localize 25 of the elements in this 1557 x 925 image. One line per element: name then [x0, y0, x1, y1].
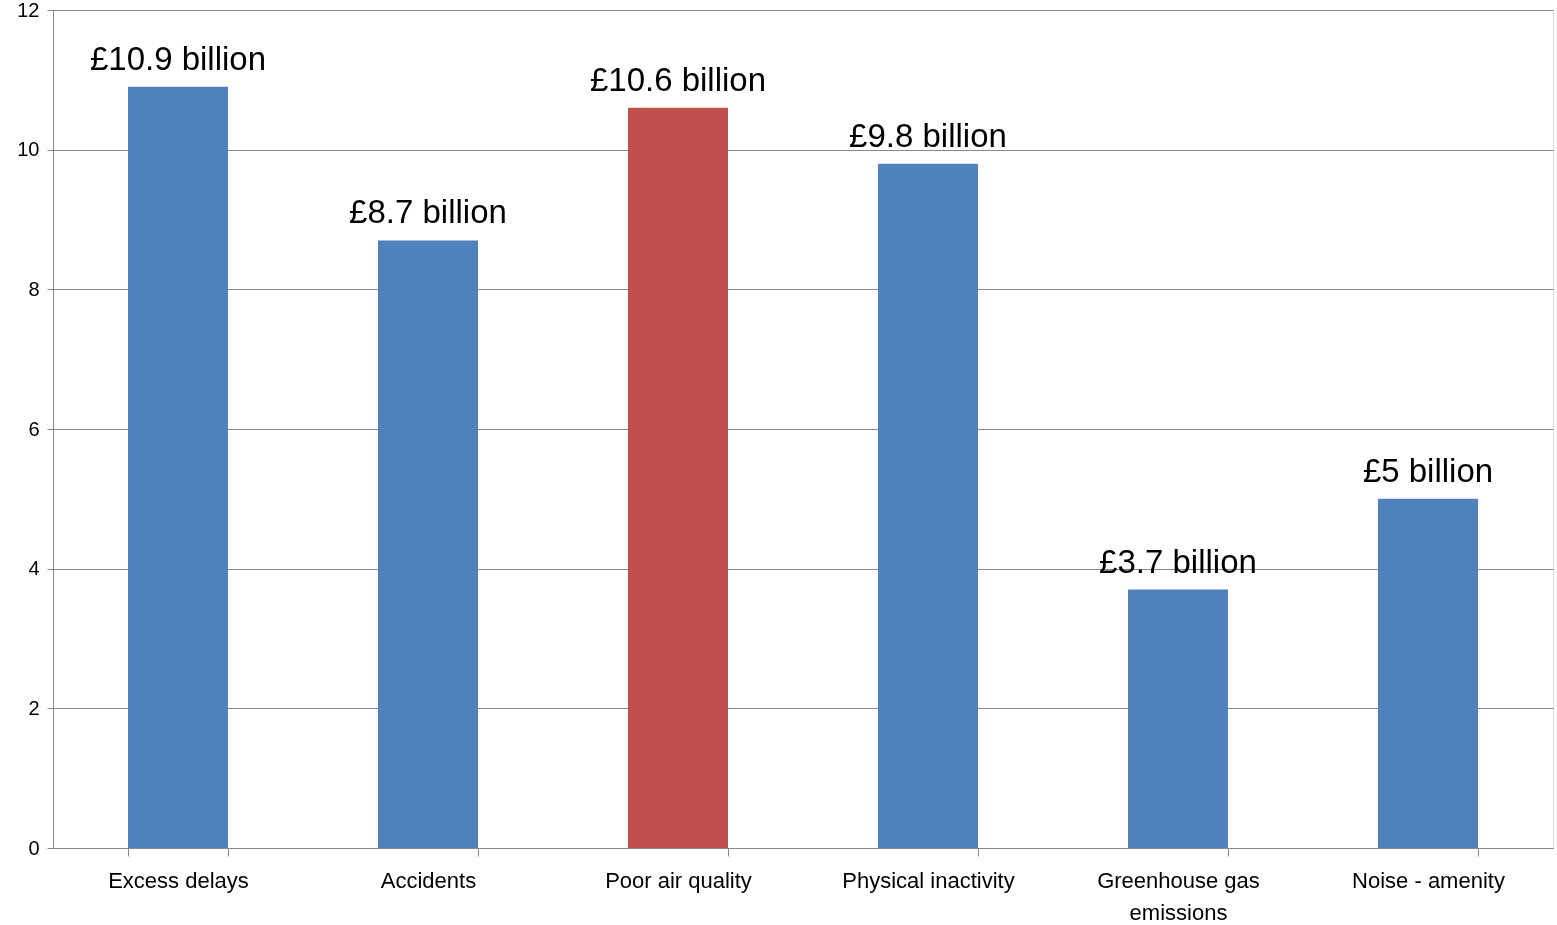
data-label: £10.6 billion	[589, 60, 767, 98]
bar	[1128, 589, 1228, 848]
data-label: £5 billion	[1362, 451, 1494, 489]
y-tick-label: 10	[17, 138, 40, 161]
data-label: £8.7 billion	[349, 193, 507, 231]
bar	[878, 163, 978, 848]
x-tick-label: Noise - amenity	[1352, 867, 1505, 893]
x-tick-label: Excess delays	[108, 867, 249, 893]
y-tick-label: 2	[28, 696, 40, 719]
bar	[378, 240, 478, 848]
x-tick-label: Poor air quality	[605, 867, 752, 893]
data-label: £10.9 billion	[89, 39, 267, 77]
data-label: £9.8 billion	[849, 116, 1007, 154]
y-tick-label: 0	[28, 836, 40, 859]
x-tick-label: Accidents	[380, 867, 477, 893]
x-tick-label: Greenhouse gas emissions	[1097, 867, 1260, 925]
y-tick-label: 4	[28, 557, 40, 580]
y-tick-label: 8	[28, 277, 40, 300]
x-tick-label: Physical inactivity	[842, 867, 1015, 893]
bar	[128, 86, 228, 848]
bar	[628, 107, 728, 848]
bar	[1378, 498, 1478, 848]
y-tick-label: 12	[17, 0, 40, 21]
data-label: £3.7 billion	[1099, 542, 1257, 580]
y-tick-label: 6	[28, 417, 40, 440]
